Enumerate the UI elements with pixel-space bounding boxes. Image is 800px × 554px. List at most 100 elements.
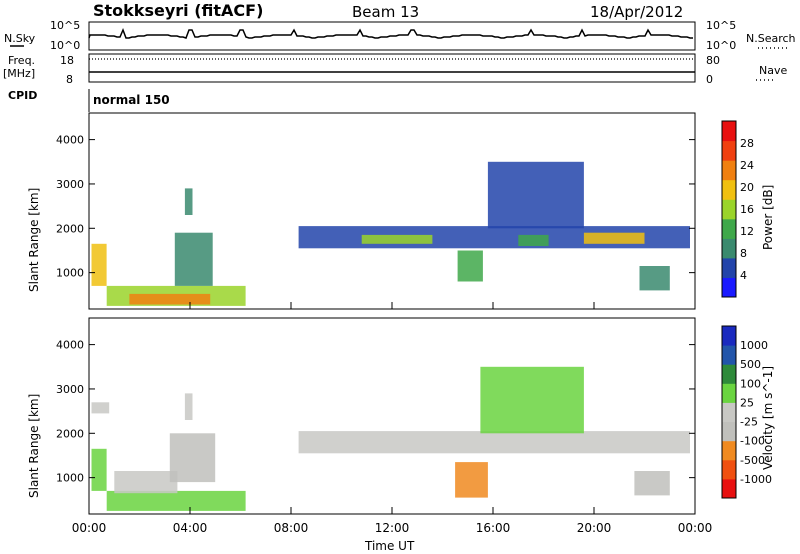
colorbar-segment: [722, 257, 736, 278]
velocity-colorbar-label: Velocity [m s^-1]: [761, 366, 775, 470]
y-tick-label: 4000: [56, 134, 84, 147]
velocity-colorbar: -1000 -500 -100 -25 25 100 500 1000: [721, 325, 772, 499]
colorbar-segment: [722, 459, 736, 480]
x-tick-label: 00:00: [72, 521, 107, 535]
nsky-top-tick-right: 10^5: [706, 19, 736, 32]
velocity-ylabel: Slant Range [km]: [27, 394, 41, 498]
x-tick-label: 16:00: [476, 521, 511, 535]
x-tick-label: 20:00: [577, 521, 612, 535]
colorbar-tick-label: 20: [740, 181, 754, 194]
nsky-bottom-tick-right: 10^0: [706, 39, 736, 52]
colorbar-segment: [722, 199, 736, 220]
x-tick-label: 04:00: [173, 521, 208, 535]
y-tick-label: 3000: [56, 178, 84, 191]
power-colorbar: 4 8 12 16 20 24 28: [721, 120, 754, 298]
colorbar-tick-label: -25: [740, 416, 758, 429]
colorbar-tick-label: 4: [740, 269, 747, 282]
nsky-trace: [88, 27, 693, 39]
colorbar-segment: [722, 402, 736, 422]
nsky-top-tick: 10^5: [50, 19, 80, 32]
nave-label: Nave: [759, 64, 787, 77]
y-tick-label: 3000: [56, 383, 84, 396]
x-tick-label: 12:00: [375, 521, 410, 535]
colorbar-tick-label: -1000: [740, 473, 772, 486]
power-colorbar-label: Power [dB]: [761, 185, 775, 250]
data-region: [169, 433, 216, 483]
cpid-value: normal 150: [93, 93, 170, 107]
colorbar-segment: [722, 440, 736, 461]
data-region: [639, 266, 670, 291]
power-panel: 1000 2000 3000 4000 Slant Range [km] 4 8 12 16…: [27, 112, 775, 310]
colorbar-segment: [722, 238, 736, 259]
colorbar-segment: [722, 326, 736, 346]
velocity-x-ticks: 00:00 04:00 08:00 12:00 16:00 20:00 00:00: [72, 507, 713, 535]
data-region: [184, 393, 193, 420]
power-regions: [91, 161, 690, 306]
data-region: [361, 234, 433, 244]
x-tick-label: 08:00: [274, 521, 309, 535]
colorbar-segment: [722, 179, 736, 200]
colorbar-tick-label: -100: [740, 435, 765, 448]
velocity-regions: [91, 366, 690, 511]
colorbar-segment: [722, 160, 736, 181]
beam-title: Beam 13: [352, 3, 419, 21]
data-region: [298, 431, 690, 454]
colorbar-tick-label: 16: [740, 203, 754, 216]
data-region: [184, 188, 193, 215]
colorbar-tick-label: 12: [740, 225, 754, 238]
cpid-label: CPID: [8, 89, 37, 102]
freq-bottom-tick: 8: [66, 73, 73, 86]
colorbar-segment: [722, 218, 736, 239]
velocity-plot-frame: [88, 317, 696, 515]
colorbar-tick-label: -500: [740, 454, 765, 467]
nsky-bottom-tick: 10^0: [50, 39, 80, 52]
colorbar-segment: [722, 277, 736, 298]
power-y-axis: 1000 2000 3000 4000: [56, 134, 695, 280]
nsky-label: N.Sky: [4, 32, 36, 45]
data-region: [457, 250, 483, 282]
data-region: [583, 232, 645, 244]
colorbar-frame: [721, 120, 737, 298]
data-region: [634, 471, 670, 496]
freq-top-tick: 18: [60, 54, 74, 67]
y-tick-label: 2000: [56, 427, 84, 440]
data-region: [174, 232, 213, 286]
y-tick-label: 1000: [56, 267, 84, 280]
nsearch-label: N.Search: [746, 32, 796, 45]
data-region: [106, 490, 246, 511]
data-region: [114, 471, 178, 494]
data-region: [518, 234, 549, 246]
power-x-ticks: [88, 302, 696, 309]
data-region: [455, 462, 488, 498]
y-tick-label: 1000: [56, 472, 84, 485]
y-tick-label: 2000: [56, 222, 84, 235]
nave-bottom-tick: 0: [706, 73, 713, 86]
x-tick-label: 00:00: [678, 521, 713, 535]
colorbar-tick-label: 28: [740, 137, 754, 150]
colorbar-tick-label: 500: [740, 358, 761, 371]
freq-panel: [88, 53, 696, 83]
colorbar-segment: [722, 383, 736, 403]
colorbar-segment: [722, 121, 736, 142]
data-region: [91, 402, 110, 414]
date-title: 18/Apr/2012: [590, 3, 683, 21]
data-region: [487, 161, 584, 229]
colorbar-segment: [722, 421, 736, 442]
colorbar-segment: [722, 478, 736, 499]
colorbar-segment: [722, 140, 736, 161]
freq-label-2: [MHz]: [3, 67, 35, 80]
y-tick-label: 4000: [56, 339, 84, 352]
time-axis-label: Time UT: [364, 539, 415, 553]
colorbar-frame: [721, 325, 737, 499]
velocity-y-axis: 1000 2000 3000 4000: [56, 339, 695, 485]
colorbar-tick-label: 8: [740, 247, 747, 260]
power-ylabel: Slant Range [km]: [27, 188, 41, 292]
nave-top-tick: 80: [706, 54, 720, 67]
data-region: [129, 293, 211, 305]
station-title: Stokkseyri (fitACF): [93, 1, 263, 20]
freq-label-1: Freq.: [8, 54, 35, 67]
data-region: [91, 448, 107, 491]
colorbar-segment: [722, 364, 736, 384]
